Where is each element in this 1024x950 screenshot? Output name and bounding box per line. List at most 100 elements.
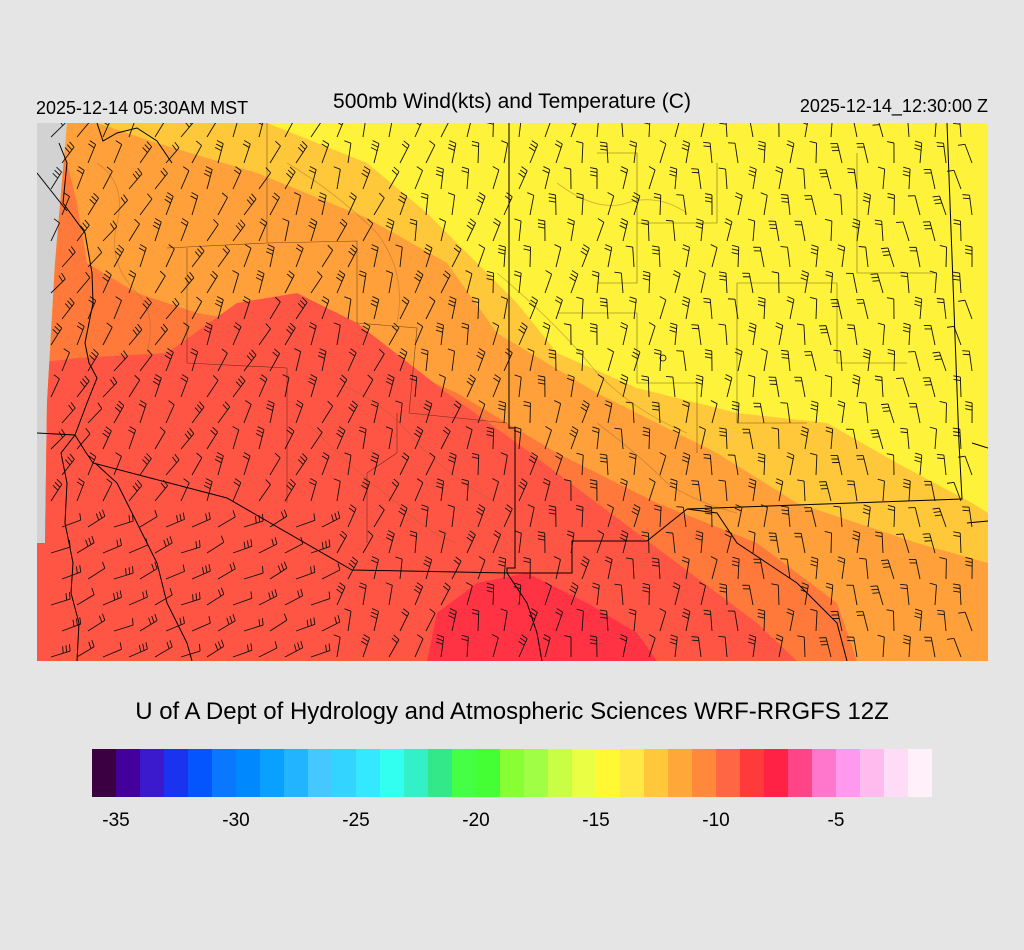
wind-barb (880, 247, 895, 268)
wind-barb (914, 608, 923, 632)
wind-barb (165, 244, 175, 268)
wind-barb (570, 123, 577, 138)
wind-barb (643, 123, 651, 138)
wind-barb (914, 296, 923, 320)
wind-barb (113, 194, 128, 216)
colorbar-swatch (164, 749, 188, 797)
wind-barb (258, 374, 268, 398)
wind-barb (61, 402, 76, 424)
wind-barb (269, 561, 288, 580)
wind-barb (284, 322, 296, 346)
wind-barb (619, 530, 629, 554)
wind-barb (113, 244, 125, 268)
wind-barb (388, 166, 400, 190)
wind-barb (659, 296, 667, 320)
wind-barb (295, 513, 316, 528)
wind-barb (929, 426, 937, 450)
colorbar-swatch (548, 749, 572, 797)
wind-barb (555, 452, 563, 476)
wind-barb (139, 141, 152, 164)
tx-line-east (966, 520, 988, 524)
wind-barb (447, 192, 456, 216)
wind-barb (413, 582, 424, 606)
wind-barb (810, 608, 818, 632)
wind-barb (768, 220, 780, 242)
colorbar-swatch (740, 749, 764, 797)
wind-barb (269, 509, 288, 528)
colorbar-swatch (452, 749, 476, 797)
wind-barb (217, 401, 231, 424)
wind-barb (191, 140, 202, 164)
wind-barb (492, 322, 500, 346)
colorbar-swatch (116, 749, 140, 797)
wind-barb (180, 166, 190, 190)
wind-barb (537, 531, 546, 554)
wind-barb (139, 561, 158, 580)
wind-barb (414, 166, 424, 190)
wind-barb (50, 478, 63, 502)
wind-barb (492, 478, 499, 502)
wind-barb (344, 140, 352, 164)
wind-barb (914, 140, 923, 164)
wind-barb (284, 536, 304, 554)
wind-barb (569, 582, 579, 606)
wind-barb (676, 506, 687, 528)
colorbar-swatch (92, 749, 116, 797)
wind-barb (258, 589, 278, 606)
wind-barb (965, 557, 973, 580)
wind-barb (102, 590, 122, 606)
wind-barb (642, 426, 651, 450)
colorbar-swatch (428, 749, 452, 797)
wind-barb (780, 558, 791, 580)
wind-barb (887, 504, 896, 528)
wind-barb (336, 426, 346, 450)
wind-barb (932, 195, 947, 216)
wind-barb (932, 507, 947, 528)
wind-barb (310, 123, 321, 138)
wind-barb (544, 426, 552, 450)
wind-barb (719, 123, 728, 138)
map-panel[interactable] (37, 123, 988, 661)
wind-barb (370, 296, 380, 320)
colorbar-swatch (668, 749, 692, 797)
wind-barb (757, 140, 766, 164)
wind-barb (742, 428, 754, 450)
wind-barb (294, 348, 302, 372)
colorbar-swatch (524, 749, 548, 797)
wind-barb (385, 374, 395, 398)
colorbar-tick-label: -35 (102, 810, 130, 831)
wind-barb (310, 591, 331, 606)
wind-barb (388, 322, 400, 346)
wind-barb (669, 322, 678, 346)
wind-barb (87, 509, 106, 528)
wind-barb (61, 453, 75, 476)
wind-barb (154, 588, 173, 606)
wind-barb (191, 452, 203, 476)
wind-barb (466, 218, 476, 242)
wind-barb (771, 427, 780, 450)
wind-barb (728, 142, 739, 164)
wind-barb (932, 351, 947, 372)
wind-barb (651, 557, 661, 580)
wind-barb (333, 634, 341, 658)
wind-barb (438, 374, 446, 398)
wind-barb (858, 401, 869, 424)
wind-barb (243, 400, 252, 424)
wind-barb (398, 348, 408, 372)
wind-barb (414, 270, 424, 294)
wind-barb (596, 123, 599, 138)
wind-barb (965, 401, 973, 424)
wind-barb (347, 348, 357, 372)
wind-barb (794, 376, 806, 398)
wind-barb (425, 608, 436, 632)
wind-barb (695, 530, 704, 554)
wind-barb (370, 608, 379, 632)
temperature-wind-map[interactable] (37, 123, 988, 661)
wind-barb (628, 452, 637, 476)
wind-barb (409, 530, 418, 554)
wind-barb (284, 270, 295, 294)
wind-barb (102, 478, 113, 502)
wind-barb (50, 123, 66, 138)
wind-barb (872, 123, 884, 138)
wind-barb (537, 375, 546, 398)
